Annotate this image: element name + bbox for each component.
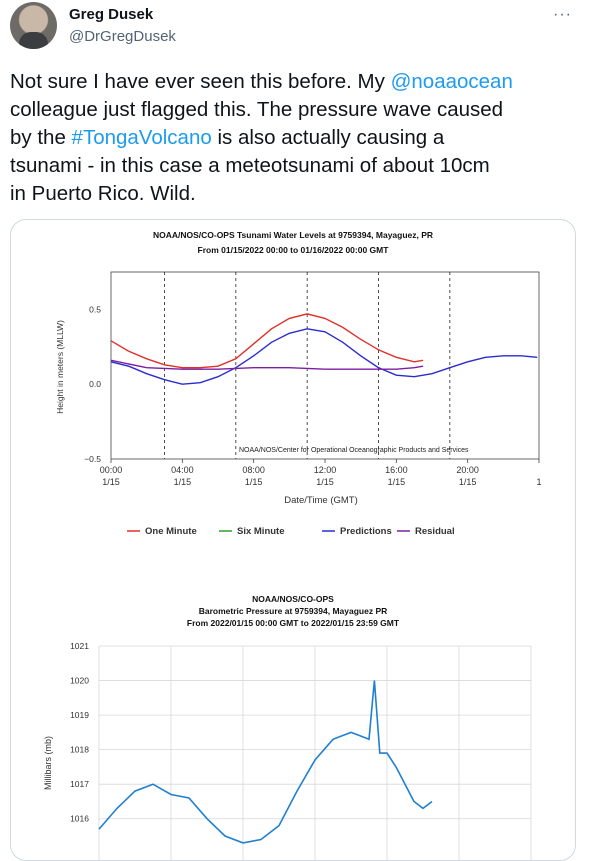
x-tick-label: 20:00 xyxy=(456,465,479,475)
tweet-text-line: by the xyxy=(10,126,72,149)
series-line xyxy=(110,328,538,385)
tweet-text-line: colleague just flagged this. The pressur… xyxy=(10,98,504,121)
mention-link[interactable]: @noaaocean xyxy=(390,70,513,93)
x-tick-label: 1 xyxy=(536,477,541,487)
series-line xyxy=(110,359,424,370)
avatar[interactable] xyxy=(10,2,57,49)
y-tick-label: 0.5 xyxy=(89,304,101,314)
y-tick-label: 1020 xyxy=(70,676,89,686)
legend-label: One Minute xyxy=(145,526,197,537)
chart-subtitle: Barometric Pressure at 9759394, Mayaguez… xyxy=(199,606,388,616)
tweet-text-line: in Puerto Rico. Wild. xyxy=(10,182,196,205)
x-tick-label: 1/15 xyxy=(316,477,334,487)
x-tick-label: 04:00 xyxy=(171,465,194,475)
author-handle[interactable]: @DrGregDusek xyxy=(69,28,176,45)
legend-label: Six Minute xyxy=(237,526,285,537)
author-name[interactable]: Greg Dusek xyxy=(69,6,154,23)
tweet-text: Not sure I have ever seen this before. M… xyxy=(10,68,576,208)
x-axis-label: Date/Time (GMT) xyxy=(284,495,358,506)
y-axis-label: Millibars (mb) xyxy=(43,736,53,790)
legend-label: Residual xyxy=(415,526,455,537)
x-tick-label: 1/15 xyxy=(388,477,406,487)
chart-subtitle: From 01/15/2022 00:00 to 01/16/2022 00:0… xyxy=(198,245,390,255)
plot-area xyxy=(110,271,540,460)
water-level-chart: NOAA/NOS/CO-OPS Tsunami Water Levels at … xyxy=(55,230,542,537)
y-tick-label: 1016 xyxy=(70,814,89,824)
chart-title: NOAA/NOS/CO-OPS xyxy=(252,594,334,604)
legend-label: Predictions xyxy=(340,526,392,537)
x-tick-label: 12:00 xyxy=(314,465,337,475)
y-tick-label: −0.5 xyxy=(84,454,101,464)
more-horizontal-icon[interactable]: ··· xyxy=(553,6,572,23)
x-tick-label: 1/15 xyxy=(102,477,120,487)
x-tick-label: 08:00 xyxy=(242,465,265,475)
y-tick-label: 0.0 xyxy=(89,379,101,389)
hashtag-link[interactable]: #TongaVolcano xyxy=(71,126,212,149)
chart-title: NOAA/NOS/CO-OPS Tsunami Water Levels at … xyxy=(153,230,433,240)
chart-legend: One Minute Six Minute Predictions Residual xyxy=(127,526,455,537)
barometric-pressure-chart: NOAA/NOS/CO-OPS Barometric Pressure at 9… xyxy=(43,594,532,860)
x-tick-label: 1/15 xyxy=(245,477,263,487)
y-tick-label: 1017 xyxy=(70,779,89,789)
tweet-text-line: Not sure I have ever seen this before. M… xyxy=(10,70,391,93)
tweet-media-image[interactable]: NOAA/NOS/CO-OPS Tsunami Water Levels at … xyxy=(10,219,576,861)
x-tick-label: 1/15 xyxy=(174,477,192,487)
chart-annotation: NOAA/NOS/Center for Operational Oceanogr… xyxy=(239,447,469,454)
chart-subtitle: From 2022/01/15 00:00 GMT to 2022/01/15 … xyxy=(187,618,400,628)
x-tick-label: 1/15 xyxy=(459,477,477,487)
x-tick-label: 16:00 xyxy=(385,465,408,475)
y-tick-label: 1018 xyxy=(70,745,89,755)
series-line xyxy=(98,680,433,844)
x-tick-label: 00:00 xyxy=(100,465,123,475)
y-tick-label: 1021 xyxy=(70,641,89,651)
series-line xyxy=(110,313,424,369)
tweet-text-line: tsunami - in this case a meteotsunami of… xyxy=(10,154,490,177)
y-tick-label: 1019 xyxy=(70,710,89,720)
y-axis-label: Height in meters (MLLW) xyxy=(55,320,65,414)
tweet-text-line: is also actually causing a xyxy=(211,126,445,149)
